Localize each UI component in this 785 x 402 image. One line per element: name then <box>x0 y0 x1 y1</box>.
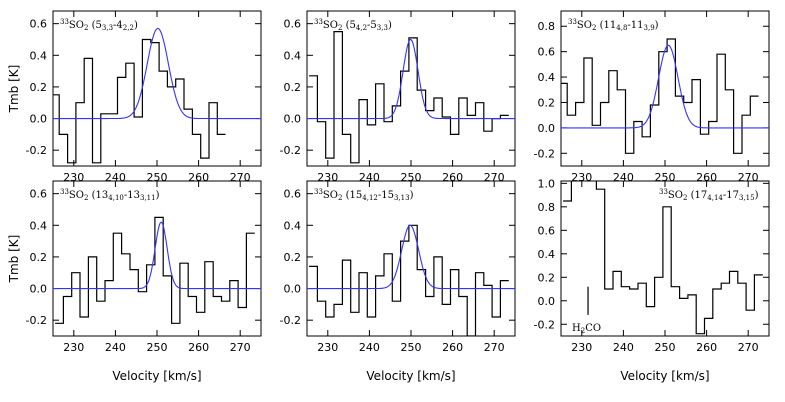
plot-area <box>561 38 769 154</box>
gaussian-fit-line <box>307 224 515 290</box>
y-tick-label: 0.6 <box>538 224 556 237</box>
x-tick-label: 230 <box>571 341 592 354</box>
y-tick-label: 0.4 <box>30 49 48 62</box>
x-axis-label: Velocity [km/s] <box>620 369 709 383</box>
spectrum-panel-6: 230 240 250 260 270 -0.2 0.0 0.2 0.4 0.6 0.8 1.0 33S… <box>534 177 770 383</box>
y-tick-label: -0.2 <box>280 144 301 157</box>
y-tick-label: 0.6 <box>30 188 48 201</box>
panel-title: 33SO2 (114,8-113,9) <box>568 18 659 32</box>
y-tick-label: 0.0 <box>30 283 48 296</box>
y-tick-label: -0.2 <box>26 314 47 327</box>
y-tick-label: 0.2 <box>30 251 48 264</box>
gaussian-fit-line <box>561 44 769 129</box>
y-tick-label: 0.6 <box>30 18 48 31</box>
gaussian-fit-line <box>53 27 261 120</box>
y-tick-label: 0.6 <box>284 188 302 201</box>
gaussian-fit-line <box>307 39 515 120</box>
plot-area <box>307 224 515 336</box>
y-tick-label: 0.6 <box>284 18 302 31</box>
x-tick-label: 230 <box>317 341 338 354</box>
y-tick-label: -0.2 <box>26 144 47 157</box>
plot-frame <box>306 10 516 167</box>
y-axis-label: Tmb [K] <box>7 65 21 114</box>
x-axis-label: Velocity [km/s] <box>112 369 201 383</box>
y-tick-label: -0.2 <box>534 147 555 160</box>
y-tick-label: 0.2 <box>538 96 556 109</box>
x-tick-label: 240 <box>613 341 634 354</box>
observed-spectrum-line <box>55 216 255 324</box>
plot-area <box>53 216 261 324</box>
y-tick-label: 0.0 <box>538 122 556 135</box>
panel-title: 33SO2 (174,14-173,15) <box>659 188 759 202</box>
x-tick-label: 230 <box>63 341 84 354</box>
gaussian-fit-line <box>53 221 261 290</box>
y-tick-label: 1.0 <box>538 177 556 190</box>
x-tick-label: 240 <box>105 341 126 354</box>
x-tick-label: 270 <box>484 341 505 354</box>
spectrum-panel-5: 230 240 250 260 270 -0.2 0.0 0.2 0.4 0.6 33SO2 (15… <box>280 180 516 383</box>
y-tick-label: -0.2 <box>280 314 301 327</box>
panel-title: 33SO2 (134,10-133,11) <box>60 188 160 202</box>
panel-title: 33SO2 (54,2-53,3) <box>314 18 392 32</box>
plot-frame <box>306 180 516 337</box>
observed-spectrum-line <box>309 224 509 336</box>
y-tick-label: 0.8 <box>538 20 556 33</box>
plot-frame <box>52 180 262 337</box>
observed-spectrum-line <box>53 38 226 164</box>
y-axis-label: Tmb [K] <box>7 235 21 284</box>
y-tick-label: 0.0 <box>284 113 302 126</box>
y-tick-label: 0.2 <box>30 81 48 94</box>
plot-area <box>307 31 515 164</box>
spectrum-panel-2: 230 240 250 260 270-0.20.00.20.40.6 33SO2 (54… <box>280 10 516 184</box>
y-tick-label: -0.2 <box>534 318 555 331</box>
x-tick-label: 250 <box>147 341 168 354</box>
y-tick-label: 0.4 <box>284 49 302 62</box>
x-tick-label: 270 <box>230 341 251 354</box>
spectrum-panel-1: 230 240 250 260 270-0.20.00.20.40.6 33SO2 (53… <box>7 10 262 184</box>
panel-title: 33SO2 (154,12-153,13) <box>314 188 414 202</box>
h2co-label: H2CO <box>572 323 601 335</box>
x-tick-label: 270 <box>738 341 759 354</box>
observed-spectrum-line <box>309 31 509 164</box>
plot-frame <box>560 180 770 337</box>
spectrum-panel-4: 230 240 250 260 270 -0.2 0.0 0.2 0.4 0.6 33SO2 (13… <box>7 180 262 383</box>
y-tick-label: 0.0 <box>284 283 302 296</box>
observed-spectrum-line <box>563 181 763 335</box>
y-tick-label: 0.4 <box>538 71 556 84</box>
y-tick-label: 0.0 <box>538 295 556 308</box>
observed-spectrum-line <box>561 38 759 154</box>
panel-title: 33SO2 (53,3-42,2) <box>60 18 138 32</box>
x-tick-label: 240 <box>359 341 380 354</box>
y-tick-label: 0.2 <box>538 271 556 284</box>
x-axis-label: Velocity [km/s] <box>366 369 455 383</box>
y-tick-label: 0.0 <box>30 113 48 126</box>
plot-area <box>53 27 261 164</box>
y-tick-label: 0.4 <box>30 219 48 232</box>
x-tick-label: 260 <box>442 341 463 354</box>
y-tick-label: 0.8 <box>538 201 556 214</box>
x-tick-label: 260 <box>188 341 209 354</box>
y-tick-label: 0.2 <box>284 251 302 264</box>
y-tick-label: 0.2 <box>284 81 302 94</box>
x-tick-label: 260 <box>696 341 717 354</box>
y-tick-label: 0.4 <box>284 219 302 232</box>
x-tick-label: 250 <box>655 341 676 354</box>
y-tick-label: 0.6 <box>538 46 556 59</box>
plot-area <box>563 181 763 335</box>
x-tick-label: 250 <box>401 341 422 354</box>
spectrum-panel-3: 230 240 250 260 270-0.20.00.20.40.60.8 33SO2 … <box>534 10 770 184</box>
y-tick-label: 0.4 <box>538 248 556 261</box>
